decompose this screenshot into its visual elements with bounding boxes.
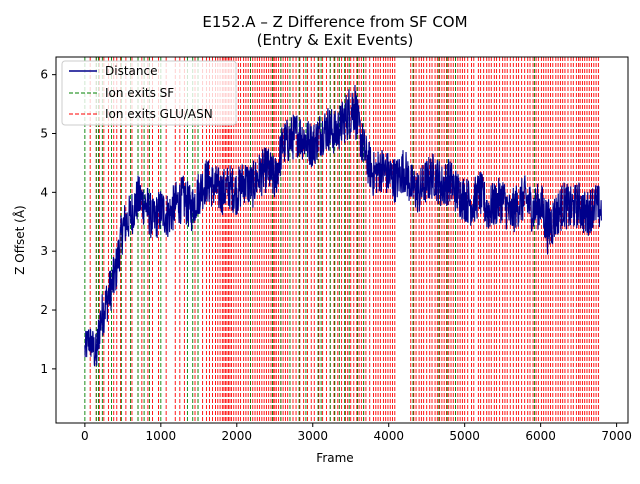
- x-tick-label: 7000: [601, 429, 632, 443]
- y-axis-label: Z Offset (Å): [12, 205, 27, 274]
- x-tick-label: 5000: [449, 429, 480, 443]
- legend-label-glu-asn: Ion exits GLU/ASN: [105, 107, 213, 121]
- y-tick-label: 1: [40, 362, 48, 376]
- series-layer: [84, 85, 602, 367]
- x-tick-label: 6000: [525, 429, 556, 443]
- x-tick-label: 0: [81, 429, 89, 443]
- x-tick-label: 4000: [373, 429, 404, 443]
- x-axis-label: Frame: [316, 451, 353, 465]
- x-axis: 0 1000 2000 3000 4000 5000 6000 7000: [81, 423, 632, 443]
- y-tick-label: 5: [40, 126, 48, 140]
- x-tick-label: 2000: [222, 429, 253, 443]
- legend-label-distance: Distance: [105, 64, 157, 78]
- y-tick-label: 4: [40, 185, 48, 199]
- x-tick-label: 3000: [297, 429, 328, 443]
- distance-series-line: [84, 85, 602, 367]
- legend: Distance Ion exits SF Ion exits GLU/ASN: [61, 60, 237, 126]
- chart-subtitle: (Entry & Exit Events): [257, 31, 414, 49]
- y-axis: 1 2 3 4 5 6: [40, 68, 56, 376]
- chart-title: E152.A – Z Difference from SF COM: [202, 13, 467, 31]
- x-tick-label: 1000: [146, 429, 177, 443]
- y-tick-label: 2: [40, 303, 48, 317]
- plot-frame: [55, 56, 629, 424]
- legend-label-sf: Ion exits SF: [105, 86, 174, 100]
- y-tick-label: 3: [40, 244, 48, 258]
- y-tick-label: 6: [40, 68, 48, 82]
- legend-box: [61, 60, 237, 126]
